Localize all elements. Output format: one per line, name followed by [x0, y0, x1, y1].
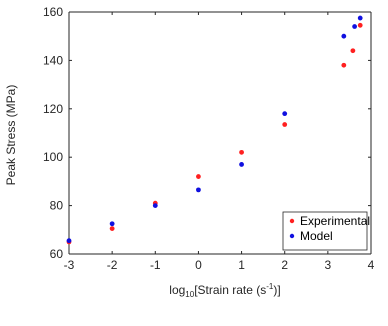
legend-marker: [289, 233, 295, 239]
legend-marker: [289, 218, 295, 224]
data-point: [341, 62, 347, 68]
series-model: [66, 15, 363, 244]
legend-label: Experimental: [300, 214, 370, 228]
x-tick-label: -2: [107, 258, 118, 272]
y-tick-label: 120: [43, 102, 63, 116]
data-point: [282, 122, 288, 127]
x-tick-label: 4: [368, 258, 375, 272]
x-tick-label: 2: [281, 258, 288, 272]
y-axis-title: Peak Stress (MPa): [4, 85, 18, 186]
x-tick-label: 3: [325, 258, 332, 272]
x-tick-label: 0: [195, 258, 202, 272]
series-experimental: [66, 22, 363, 245]
x-axis-title-suffix: )]: [273, 283, 280, 297]
x-tick-label: 1: [238, 258, 245, 272]
legend-box: [282, 211, 368, 251]
x-axis-title-prefix: log: [169, 283, 185, 297]
y-tick-label: 140: [43, 53, 63, 67]
data-point: [357, 22, 363, 28]
y-tick-label: 100: [43, 150, 63, 164]
data-point: [239, 162, 244, 167]
data-point: [282, 111, 288, 117]
x-axis-title: log10[Strain rate (s-1)]: [169, 282, 280, 299]
data-points: [66, 15, 363, 245]
y-tick-label: 80: [50, 199, 64, 213]
x-tick-label: -3: [64, 258, 75, 272]
x-axis-title-subscript: 10: [185, 290, 194, 299]
data-point: [341, 33, 347, 39]
data-point: [357, 15, 363, 21]
y-axis-ticks: 60 80 100 120 140 160: [43, 5, 371, 261]
data-point: [239, 149, 244, 155]
y-tick-label: 60: [50, 247, 64, 261]
x-axis-title-main: [Strain rate (s: [194, 283, 266, 297]
plot-area: [68, 11, 372, 255]
x-axis-title-superscript: -1: [266, 282, 274, 291]
y-tick-label: 160: [43, 5, 63, 19]
data-point: [196, 187, 201, 193]
data-point: [352, 24, 358, 29]
data-point: [196, 174, 201, 179]
data-point: [109, 226, 115, 231]
data-point: [350, 48, 356, 54]
x-tick-label: -1: [150, 258, 161, 272]
data-point: [66, 238, 72, 244]
data-point: [152, 203, 158, 209]
data-point: [109, 221, 115, 227]
legend-label: Model: [300, 229, 333, 243]
